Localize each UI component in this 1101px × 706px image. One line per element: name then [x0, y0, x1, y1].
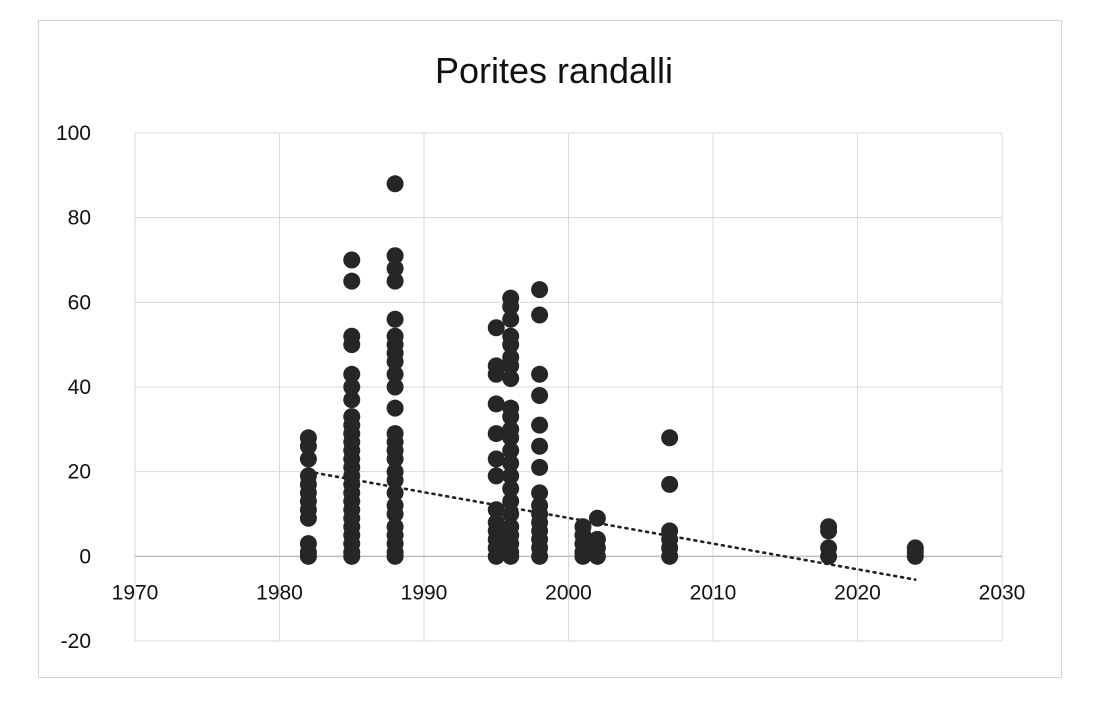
data-point — [574, 547, 592, 565]
data-point — [531, 281, 549, 299]
data-point — [588, 509, 606, 527]
data-point — [531, 547, 549, 565]
data-point — [502, 505, 520, 523]
y-tick-label: -20 — [61, 630, 91, 653]
trendline-path — [307, 470, 917, 581]
data-point — [661, 475, 679, 493]
data-point — [531, 416, 549, 434]
data-point — [386, 310, 404, 328]
scatter-chart: 1970 1980 1990 2000 2010 2020 2030 100 80 60 40 20 0… — [56, 50, 1025, 653]
data-point — [299, 547, 317, 565]
data-point — [299, 509, 317, 527]
trendline — [307, 470, 917, 581]
y-tick-label: 0 — [79, 545, 91, 568]
data-point — [502, 480, 520, 498]
data-point — [343, 378, 361, 396]
x-tick-label: 1970 — [112, 581, 159, 604]
chart-title: Porites randalli — [435, 50, 673, 91]
data-point — [487, 450, 505, 468]
data-point — [502, 454, 520, 472]
data-point — [343, 547, 361, 565]
y-tick-label: 40 — [68, 376, 91, 399]
data-point — [386, 471, 404, 489]
y-tick-label: 100 — [56, 122, 91, 145]
y-tick-label: 20 — [68, 461, 91, 484]
data-point — [531, 365, 549, 383]
y-tick-label: 60 — [68, 291, 91, 314]
data-point — [386, 353, 404, 371]
data-point — [502, 467, 520, 485]
data-point — [343, 391, 361, 409]
data-point — [487, 319, 505, 337]
data-point — [386, 399, 404, 417]
data-point — [487, 425, 505, 443]
data-point — [386, 247, 404, 265]
data-point — [343, 365, 361, 383]
data-point — [502, 442, 520, 459]
data-point — [502, 336, 520, 354]
data-point — [386, 175, 404, 193]
data-point — [487, 501, 505, 519]
data-point — [531, 437, 549, 455]
data-point — [386, 259, 404, 277]
data-point — [588, 547, 606, 565]
x-tick-label: 2030 — [979, 581, 1026, 604]
data-point — [502, 408, 520, 426]
x-tick-label: 2000 — [545, 581, 592, 604]
data-point — [386, 450, 404, 468]
data-point — [820, 522, 838, 540]
data-point — [343, 251, 361, 269]
data-point — [661, 429, 679, 447]
data-point — [299, 437, 317, 455]
data-point — [661, 547, 679, 565]
data-point — [531, 306, 549, 324]
data-point — [502, 357, 520, 375]
x-tick-label: 1990 — [401, 581, 448, 604]
data-point — [502, 547, 520, 565]
data-point — [502, 310, 520, 328]
data-point — [487, 395, 505, 413]
data-point — [502, 298, 520, 316]
data-point — [531, 484, 549, 502]
data-point — [487, 467, 505, 485]
data-point — [386, 547, 404, 565]
data-point — [820, 547, 838, 565]
data-point — [531, 458, 549, 476]
data-point — [386, 365, 404, 383]
x-tick-label: 1980 — [256, 581, 303, 604]
data-point — [502, 370, 520, 388]
data-point — [487, 547, 505, 565]
gridlines — [134, 132, 1003, 642]
data-point — [386, 505, 404, 523]
data-point — [386, 378, 404, 396]
x-tick-label: 2020 — [834, 581, 881, 604]
data-point — [343, 336, 361, 354]
data-point — [386, 484, 404, 502]
y-tick-label: 80 — [68, 207, 91, 230]
data-point — [906, 547, 924, 565]
data-point — [386, 272, 404, 290]
axes: 1970 1980 1990 2000 2010 2020 2030 100 80 60 40 20 0… — [56, 122, 1025, 653]
chart-frame: 1970 1980 1990 2000 2010 2020 2030 100 80 60 40 20 0… — [38, 20, 1062, 678]
data-point — [299, 450, 317, 468]
data-point — [343, 272, 361, 290]
x-tick-label: 2010 — [690, 581, 737, 604]
data-point — [531, 386, 549, 404]
data-point — [487, 365, 505, 383]
data-points — [299, 175, 924, 565]
data-point — [502, 429, 520, 447]
data-point — [502, 492, 520, 510]
